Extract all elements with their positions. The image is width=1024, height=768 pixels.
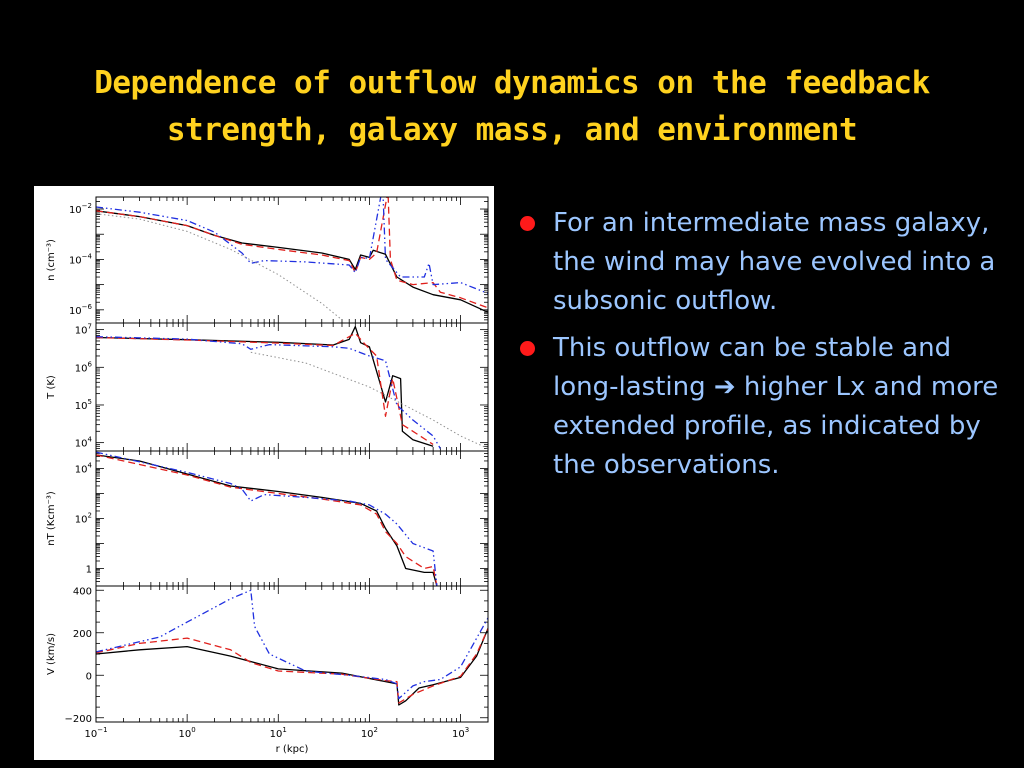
panel-V-y-tick-label: 400 — [73, 586, 92, 597]
x-tick-label: 103 — [452, 726, 469, 740]
panel-V-series-dashed-line — [96, 628, 488, 704]
panel-nT-y-tick-label: 1 — [86, 565, 92, 576]
panel-T-y-tick-label: 107 — [75, 323, 92, 337]
panel-n-y-axis-label: n (cm⁻³) — [46, 239, 57, 281]
panel-V-series-group — [96, 589, 488, 706]
x-tick-label: 101 — [270, 726, 287, 740]
panel-T-y-tick-label: 104 — [75, 436, 93, 450]
panel-V-frame — [95, 585, 489, 723]
x-tick-label: 100 — [179, 726, 196, 740]
slide-title-line-1: Dependence of outflow dynamics on the fe… — [94, 65, 930, 101]
panel-T-frame — [95, 322, 489, 452]
panel-T-series-group — [96, 326, 488, 449]
panel-V-y-tick-label: −200 — [65, 714, 92, 725]
panel-n-frame — [95, 196, 489, 324]
x-tick-label: 102 — [361, 726, 378, 740]
bullet-dot-icon — [520, 341, 535, 356]
panel-n-series-group — [96, 197, 488, 321]
panel-nT-y-axis-label: nT (Kcm⁻³) — [46, 491, 57, 546]
panel-nT-frame — [95, 450, 489, 587]
slide-title: Dependence of outflow dynamics on the fe… — [0, 60, 1024, 154]
bullet-text-1: For an intermediate mass galaxy, the win… — [553, 208, 996, 316]
panel-T-series-dashed-line — [96, 332, 434, 445]
panel-n-y-tick-label: 10−4 — [69, 252, 93, 266]
panel-n-y-tick-label: 10−6 — [69, 303, 93, 317]
panel-T-y-axis-label: T (K) — [46, 375, 57, 400]
panel-V-y-axis-label: V (km/s) — [46, 633, 57, 675]
bullet-item-1: For an intermediate mass galaxy, the win… — [518, 204, 1008, 321]
outflow-profiles-figure: 10−2 10−4 10−6 n (cm⁻³) 107 106 105 104 T (K) 104… — [34, 186, 494, 760]
panel-n-series-dashdot-line — [96, 197, 488, 295]
panel-T-y-tick-label: 106 — [75, 360, 93, 374]
panel-T-series-solid-line — [96, 326, 434, 447]
panel-n-series-dashed-line — [96, 197, 488, 309]
panel-nT-y-tick-label: 102 — [75, 512, 92, 526]
bullet-dot-icon — [520, 216, 535, 231]
panel-V-series-solid-line — [96, 628, 488, 706]
panel-T-series-dotted-line — [250, 351, 488, 449]
panel-V-series-dashdot-line — [96, 589, 488, 700]
panel-n-y-tick-label: 10−2 — [69, 202, 92, 216]
panel-T-y-tick-label: 105 — [75, 398, 92, 412]
panel-nT-series-solid-line — [96, 454, 438, 586]
panel-V-y-tick-label: 200 — [73, 629, 92, 640]
panel-nT-series-dashdot-line — [96, 451, 438, 586]
bullet-text-2: This outflow can be stable and long-last… — [553, 333, 999, 480]
bullet-item-2: This outflow can be stable and long-last… — [518, 329, 1008, 485]
slide-title-line-2: strength, galaxy mass, and environment — [166, 112, 858, 148]
panel-V-y-tick-label: 0 — [86, 671, 92, 682]
panel-n-series-dotted-line — [96, 213, 343, 321]
panel-nT-y-tick-label: 104 — [75, 461, 93, 475]
x-axis-label: r (kpc) — [276, 744, 309, 755]
x-tick-label: 10−1 — [84, 726, 107, 740]
panel-nT-series-dashed-line — [96, 454, 438, 586]
bullet-list: For an intermediate mass galaxy, the win… — [518, 204, 1008, 493]
panel-nT-series-group — [96, 451, 438, 586]
panel-T-series-dashdot-line — [96, 336, 441, 449]
